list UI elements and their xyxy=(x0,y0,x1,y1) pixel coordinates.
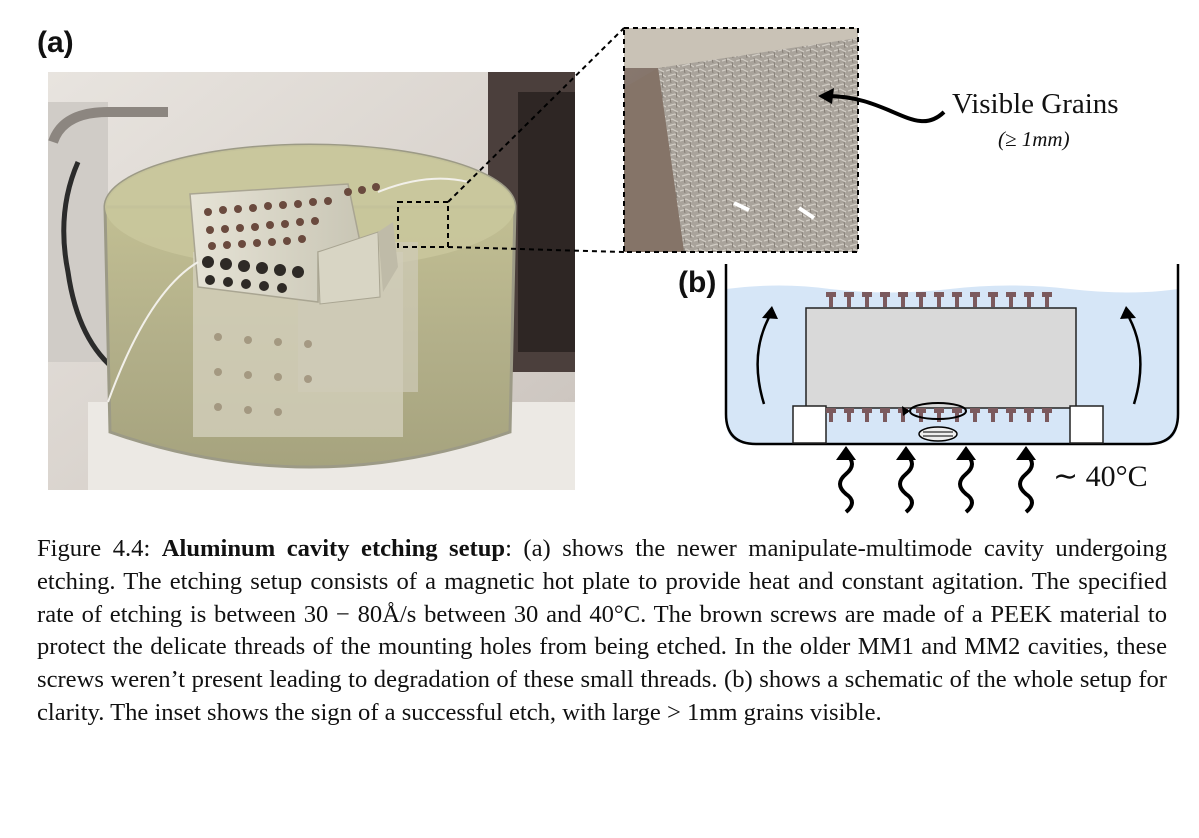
curved-flow-arrow-icon xyxy=(756,311,1142,405)
etching-setup-photo xyxy=(48,72,575,490)
callout-arrow-icon xyxy=(818,88,946,124)
caption-prefix: Figure 4.4: xyxy=(37,535,162,562)
grain-inset-photo xyxy=(624,28,858,252)
visible-grains-callout: Visible Grains xyxy=(952,88,1119,120)
grain-size-note: (≥ 1mm) xyxy=(998,127,1070,151)
bottom-screw-row xyxy=(826,408,1052,422)
top-screw-row xyxy=(826,292,1052,307)
panel-a-label: (a) xyxy=(37,26,74,59)
wavy-heat-arrow-icon xyxy=(838,452,1034,514)
temperature-label: ∼ 40°C xyxy=(1053,460,1148,493)
caption-body: : (a) shows the newer manipulate-multimo… xyxy=(37,535,1167,726)
panel-b-label: (b) xyxy=(678,266,717,299)
figure-caption: Figure 4.4: Aluminum cavity etching setu… xyxy=(37,533,1167,730)
etching-schematic xyxy=(720,262,1190,524)
magnetic-stir-bar-icon xyxy=(902,402,967,442)
caption-title: Aluminum cavity etching setup xyxy=(161,535,506,562)
